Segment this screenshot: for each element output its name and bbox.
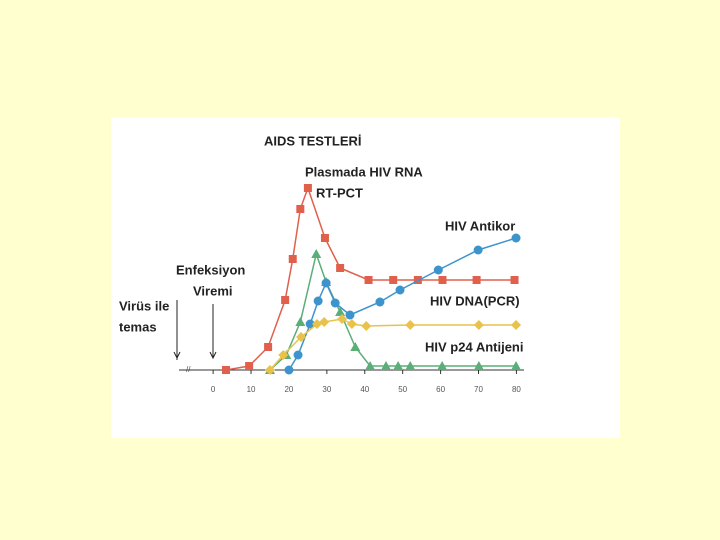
marker bbox=[278, 350, 289, 360]
arrow bbox=[173, 300, 181, 360]
x-tick-label: 30 bbox=[322, 385, 331, 394]
marker bbox=[335, 307, 346, 316]
marker bbox=[473, 361, 484, 370]
marker bbox=[312, 319, 322, 329]
marker bbox=[364, 276, 373, 284]
marker bbox=[281, 296, 290, 304]
marker bbox=[293, 350, 303, 360]
x-tick-label: 40 bbox=[360, 385, 369, 394]
marker bbox=[245, 362, 254, 370]
annotation: temas bbox=[119, 319, 157, 334]
annotation: Plasmada HIV RNA bbox=[305, 164, 423, 179]
annotation: HIV Antikor bbox=[445, 218, 515, 233]
marker bbox=[511, 320, 522, 330]
marker bbox=[330, 298, 340, 308]
marker bbox=[437, 361, 448, 370]
marker bbox=[222, 366, 231, 374]
marker bbox=[405, 320, 416, 330]
marker bbox=[472, 276, 481, 284]
marker bbox=[511, 233, 521, 243]
marker bbox=[393, 361, 404, 370]
marker bbox=[395, 285, 405, 295]
marker bbox=[321, 278, 331, 288]
annotation: HIV DNA(PCR) bbox=[430, 293, 520, 308]
marker bbox=[438, 276, 447, 284]
x-tick-label: 80 bbox=[512, 385, 521, 394]
x-tick-label: 0 bbox=[211, 385, 216, 394]
marker bbox=[350, 342, 361, 351]
marker bbox=[346, 319, 357, 329]
marker bbox=[305, 319, 315, 329]
marker bbox=[313, 296, 323, 306]
marker bbox=[473, 320, 484, 330]
marker bbox=[296, 205, 305, 213]
annotation: Viremi bbox=[193, 283, 233, 298]
marker bbox=[345, 310, 355, 320]
marker bbox=[473, 245, 483, 255]
annotation: HIV p24 Antijeni bbox=[425, 339, 523, 354]
marker bbox=[405, 361, 416, 370]
marker bbox=[296, 332, 307, 342]
marker bbox=[510, 276, 519, 284]
marker bbox=[295, 317, 306, 326]
marker bbox=[389, 276, 398, 284]
annotation: RT-PCT bbox=[316, 185, 363, 200]
marker bbox=[365, 361, 376, 370]
x-tick-label: 50 bbox=[398, 385, 407, 394]
marker bbox=[284, 365, 294, 375]
marker bbox=[303, 184, 312, 192]
marker bbox=[264, 343, 273, 351]
annotation: AIDS TESTLERİ bbox=[264, 133, 362, 148]
marker bbox=[288, 255, 297, 263]
marker bbox=[336, 264, 345, 272]
annotation: Enfeksiyon bbox=[176, 262, 245, 277]
x-tick-label: 70 bbox=[474, 385, 483, 394]
series-line bbox=[288, 237, 517, 371]
annotation: Virüs ile bbox=[119, 298, 169, 313]
marker bbox=[381, 361, 391, 370]
series-line bbox=[269, 251, 517, 371]
x-tick-label: 10 bbox=[247, 385, 256, 394]
marker bbox=[375, 297, 385, 307]
marker bbox=[311, 249, 322, 258]
marker bbox=[319, 317, 330, 327]
arrow bbox=[209, 304, 217, 360]
x-tick-label: 20 bbox=[284, 385, 293, 394]
marker bbox=[264, 365, 275, 375]
marker bbox=[320, 234, 329, 242]
x-tick-label: 60 bbox=[436, 385, 445, 394]
marker bbox=[511, 361, 522, 370]
marker bbox=[361, 321, 372, 331]
marker bbox=[337, 314, 348, 324]
marker bbox=[433, 265, 443, 275]
